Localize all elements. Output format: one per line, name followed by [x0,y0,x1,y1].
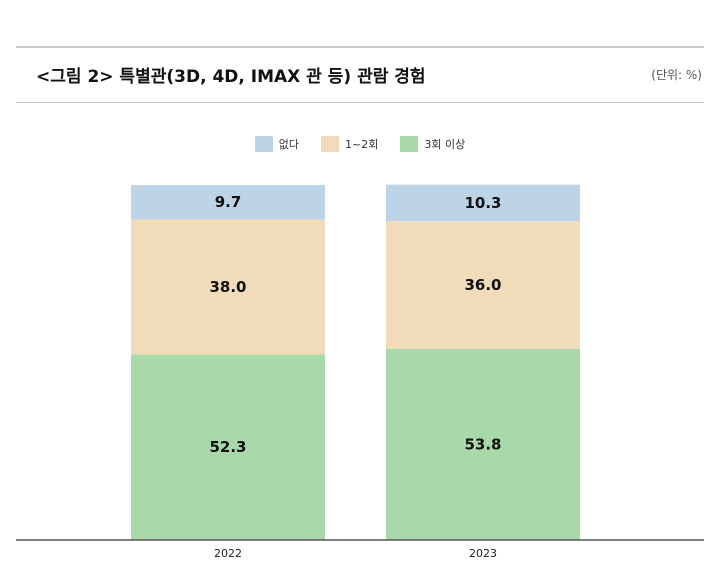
unit-label: (단위: %) [651,68,702,82]
bar-2022-one-two [131,219,325,355]
x-tick-label-2022: 2022 [214,547,242,560]
legend-label-one-two: 1~2회 [345,138,379,151]
bar-2023-none [386,184,580,222]
legend: 없다 1~2회 3회 이상 [0,136,720,152]
legend-label-three-plus: 3회 이상 [424,138,466,151]
legend-swatch-one-two [321,136,340,152]
legend-swatch-three-plus [400,136,419,152]
top-rule [16,46,704,48]
bar-2023-one-two [386,221,580,350]
x-tick-label-2023: 2023 [469,547,497,560]
legend-label-none: 없다 [278,138,300,151]
legend-item-one-two: 1~2회 [321,136,378,152]
data-label-2023-one-two: 36.0 [464,276,501,294]
legend-item-three-plus: 3회 이상 [400,136,465,152]
data-label-2022-one-two: 38.0 [209,278,246,296]
header-divider [16,102,704,103]
data-label-2023-three-plus: 53.8 [464,436,501,454]
legend-swatch-none [254,136,273,152]
chart-title: <그림 2> 특별관(3D, 4D, IMAX 관 등) 관람 경험 [36,67,426,87]
bar-2022-three-plus [131,354,325,540]
bar-2023-three-plus [386,349,580,540]
data-label-2022-none: 9.7 [215,193,242,211]
data-label-2023-none: 10.3 [464,194,501,212]
data-label-2022-three-plus: 52.3 [209,438,246,456]
legend-item-none: 없다 [254,136,300,152]
bar-2022-none [131,185,325,220]
